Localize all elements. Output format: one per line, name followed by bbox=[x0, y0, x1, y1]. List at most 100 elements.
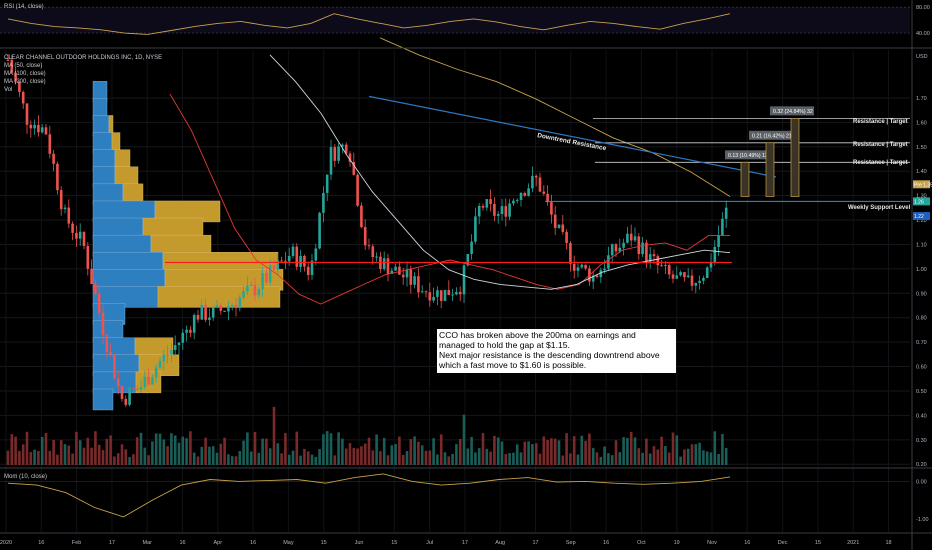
y-tick-label: 0.60 bbox=[916, 365, 927, 371]
volume-bar bbox=[318, 449, 321, 465]
volume-bar bbox=[78, 440, 82, 465]
volume-bar bbox=[618, 452, 622, 465]
volume-bar bbox=[299, 455, 302, 465]
volume-bar bbox=[37, 450, 40, 465]
candle-body bbox=[25, 103, 29, 125]
candle-body bbox=[71, 223, 74, 233]
x-tick-label: Oct bbox=[637, 540, 646, 546]
measure-badge bbox=[749, 130, 793, 140]
volume-bar bbox=[504, 454, 508, 465]
x-tick-label: 17 bbox=[109, 540, 115, 546]
ma100-legend: MA (100, close) bbox=[4, 71, 46, 77]
candle-body bbox=[584, 264, 587, 269]
volume-bar bbox=[253, 431, 257, 465]
candle-body bbox=[531, 175, 534, 189]
candle-body bbox=[550, 202, 553, 215]
volume-bar bbox=[489, 451, 492, 465]
candle-body bbox=[599, 270, 603, 278]
y-tick-label: 1.40 bbox=[916, 169, 927, 175]
y-tick-label: 0.20 bbox=[916, 462, 927, 468]
candle-body bbox=[166, 354, 169, 356]
volume-bar bbox=[474, 452, 477, 465]
volume-bar bbox=[303, 448, 306, 465]
volume-bar bbox=[6, 450, 10, 465]
candle-body bbox=[78, 231, 82, 239]
volume-bar bbox=[147, 455, 150, 465]
price-badge-text: 1.22 bbox=[914, 214, 924, 220]
volume-bar bbox=[671, 432, 675, 465]
volume-bar bbox=[656, 449, 660, 465]
candle-body bbox=[690, 275, 694, 286]
candle-body bbox=[177, 342, 181, 346]
volume-bar bbox=[629, 431, 633, 465]
candle-body bbox=[21, 92, 25, 104]
volume-bar bbox=[447, 456, 451, 465]
volume-bar bbox=[481, 433, 485, 465]
volume-bar bbox=[557, 440, 561, 465]
volume-bar bbox=[417, 441, 420, 465]
candle-body bbox=[500, 206, 504, 215]
candle-body bbox=[470, 241, 473, 254]
y-tick-label: USD bbox=[916, 54, 928, 60]
candle-body bbox=[10, 59, 14, 73]
candle-body bbox=[542, 191, 546, 194]
volume-bar bbox=[97, 444, 101, 465]
volume-bar bbox=[694, 444, 698, 465]
candle-body bbox=[230, 305, 234, 307]
volume-bar bbox=[348, 443, 352, 465]
volume-bar bbox=[314, 456, 318, 465]
volume-bar bbox=[21, 444, 25, 465]
volume-bar bbox=[462, 414, 466, 465]
volume-bar bbox=[128, 456, 131, 465]
candle-body bbox=[18, 81, 21, 93]
x-tick-label: 15 bbox=[391, 540, 397, 546]
volume-bar bbox=[531, 443, 534, 465]
candle-body bbox=[557, 224, 561, 228]
x-tick-label: May bbox=[283, 540, 294, 546]
volume-bar bbox=[356, 448, 359, 465]
candle-body bbox=[113, 354, 116, 379]
candle-body bbox=[211, 307, 215, 318]
x-tick-label: 16 bbox=[38, 540, 44, 546]
rsi-tick: 40.00 bbox=[916, 31, 930, 37]
volume-bar bbox=[534, 443, 538, 465]
x-tick-label: 2020 bbox=[0, 540, 12, 546]
volume-bar bbox=[257, 452, 261, 465]
volume-bar bbox=[713, 431, 717, 465]
volume-bar bbox=[614, 440, 618, 465]
volume-bar bbox=[352, 447, 356, 465]
volume-bar bbox=[645, 438, 648, 465]
volume-bar bbox=[595, 452, 599, 465]
ma100-line bbox=[269, 54, 731, 290]
volume-bar bbox=[371, 450, 375, 465]
volume-bar bbox=[325, 431, 329, 465]
candle-body bbox=[436, 290, 439, 297]
volume-bar bbox=[591, 447, 595, 465]
candle-body bbox=[561, 224, 565, 232]
volume-bar bbox=[242, 440, 245, 465]
volume-bar bbox=[705, 451, 709, 465]
candle-body bbox=[675, 275, 679, 279]
volume-bar bbox=[135, 437, 139, 465]
candle-body bbox=[618, 247, 622, 252]
volume-bar bbox=[588, 433, 591, 465]
volume-bar bbox=[527, 441, 530, 465]
candle-body bbox=[474, 216, 477, 242]
candle-body bbox=[394, 266, 397, 271]
volume-bar bbox=[428, 450, 432, 465]
volume-bar bbox=[485, 448, 489, 465]
rsi-legend-text: RSI (14, close) bbox=[4, 4, 44, 10]
volume-bar bbox=[675, 435, 679, 465]
rsi-line bbox=[7, 13, 731, 35]
y-tick-label: 0.30 bbox=[916, 438, 927, 444]
candle-body bbox=[348, 153, 352, 162]
volume-bar bbox=[622, 437, 625, 465]
candle-body bbox=[242, 291, 245, 298]
x-tick-label: 18 bbox=[885, 540, 891, 546]
candle-body bbox=[37, 124, 40, 133]
resistance-label-3: Resistance | Target bbox=[853, 119, 908, 125]
candle-body bbox=[569, 243, 572, 264]
y-tick-label: 1.70 bbox=[916, 96, 927, 102]
x-tick-label: 15 bbox=[815, 540, 821, 546]
volume-bar bbox=[132, 454, 135, 465]
